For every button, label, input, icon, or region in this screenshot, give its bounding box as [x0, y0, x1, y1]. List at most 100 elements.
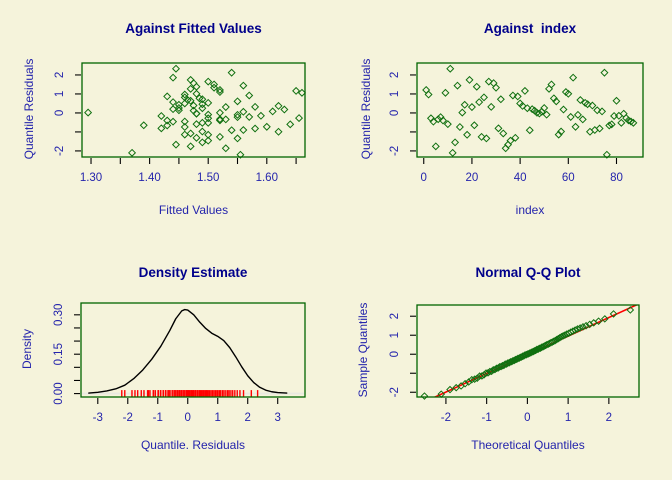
data-point-diamond [470, 121, 479, 130]
y-tick-label: 0.15 [53, 343, 65, 365]
data-point-diamond [455, 122, 464, 132]
x-tick-label: 0 [524, 412, 530, 424]
data-point-diamond [482, 369, 490, 377]
data-point-diamond [467, 103, 476, 112]
data-point-diamond [221, 144, 230, 153]
data-point-diamond [600, 315, 609, 323]
data-point-diamond [535, 344, 544, 353]
data-point-diamond [221, 103, 230, 112]
panel-density-estimate: -3 -2 -1 0 1 2 3 0.00 0.15 0.30 Density Estimate … [0, 240, 336, 480]
data-point-diamond [180, 130, 189, 139]
y-tick-label: -2 [389, 387, 401, 397]
data-point-diamond [426, 114, 435, 123]
y-axis-label: Quantile Residuals [22, 58, 36, 160]
data-point-diamond [523, 104, 532, 113]
data-point-diamond [451, 138, 460, 147]
data-point-diamond [227, 126, 236, 135]
data-point-diamond [564, 89, 573, 98]
data-point-diamond [559, 331, 568, 340]
x-tick-label: 1.40 [138, 172, 160, 184]
data-point-diamond [183, 96, 192, 105]
data-point-diamond [557, 127, 566, 136]
y-tick-label: 0.00 [53, 382, 65, 404]
data-point-diamond [506, 136, 515, 145]
data-point-diamond [169, 117, 178, 126]
data-point-diamond [573, 325, 582, 333]
x-tick-label: 1 [215, 412, 221, 424]
plot-frame [80, 302, 306, 398]
data-point-diamond [569, 327, 577, 336]
data-point-diamond [139, 121, 148, 130]
data-point-diamond [518, 101, 527, 110]
data-point-diamond [420, 392, 429, 400]
x-tick-label: 2 [606, 412, 612, 424]
data-point-diamond [484, 369, 492, 377]
data-point-diamond [215, 108, 224, 117]
density-plot: -3 -2 -1 0 1 2 3 0.00 0.15 0.30 [53, 302, 306, 424]
data-point-diamond [446, 385, 454, 394]
data-point-diamond [192, 89, 201, 98]
data-point-diamond [629, 118, 638, 127]
data-point-diamond [239, 126, 248, 135]
data-point-diamond [192, 133, 201, 142]
data-point-diamond [198, 100, 207, 109]
data-point-diamond [163, 116, 172, 125]
data-point-diamond [210, 83, 219, 92]
data-point-diamond [245, 91, 254, 100]
data-point-diamond [215, 115, 224, 124]
data-point-diamond [533, 345, 541, 354]
data-point-diamond [487, 102, 496, 111]
data-point-diamond [492, 83, 501, 92]
x-tick-label: -1 [153, 412, 163, 424]
data-point-diamond [460, 100, 469, 109]
data-point-diamond [545, 84, 554, 93]
data-point-diamond [458, 108, 467, 117]
data-point-diamond [171, 140, 180, 149]
data-point-diamond [180, 90, 189, 99]
data-point-diamond [204, 114, 213, 123]
data-point-diamond [186, 142, 195, 151]
data-point-diamond [186, 129, 195, 138]
data-point-diamond [552, 97, 561, 106]
data-point-diamond [582, 321, 590, 330]
data-point-diamond [434, 115, 443, 124]
x-tick-label: 3 [275, 412, 281, 424]
data-point-diamond [268, 107, 277, 116]
data-point-diamond [215, 85, 224, 94]
y-tick-label: -2 [389, 146, 401, 156]
x-axis-label: Theoretical Quantiles [471, 438, 585, 452]
data-point-diamond [583, 100, 592, 109]
data-point-diamond [163, 121, 172, 130]
data-point-diamond [186, 84, 195, 93]
qq-plot: -2 -1 0 1 2 -2 0 1 2 [389, 304, 640, 424]
data-point-diamond [256, 111, 265, 120]
data-point-diamond [174, 103, 183, 113]
panel-title: Against Fitted Values [125, 21, 262, 36]
data-point-diamond [233, 97, 242, 106]
data-point-diamond [528, 348, 536, 356]
data-point-diamond [286, 120, 295, 129]
data-point-diamond [174, 106, 183, 115]
y-tick-label: 2 [389, 72, 401, 78]
x-tick-label: 2 [245, 412, 251, 424]
data-point-diamond [464, 378, 473, 386]
data-point-diamond [470, 375, 479, 383]
data-point-diamond [192, 109, 201, 118]
x-axis-label: Fitted Values [158, 203, 229, 217]
data-point-diamond [504, 359, 512, 367]
data-point-diamond [576, 96, 585, 105]
panel-title: Density Estimate [138, 265, 248, 280]
data-point-diamond [486, 367, 494, 376]
data-point-diamond [221, 115, 230, 124]
data-point-diamond [501, 360, 510, 368]
data-point-diamond [204, 118, 213, 127]
y-tick-label: -2 [54, 146, 66, 156]
data-point-diamond [204, 136, 213, 145]
y-tick-label: 1 [54, 91, 66, 97]
data-point-diamond [573, 110, 582, 119]
data-point-diamond [128, 148, 137, 157]
data-point-diamond [617, 118, 626, 127]
data-point-diamond [245, 112, 254, 121]
data-point-diamond [569, 73, 578, 82]
